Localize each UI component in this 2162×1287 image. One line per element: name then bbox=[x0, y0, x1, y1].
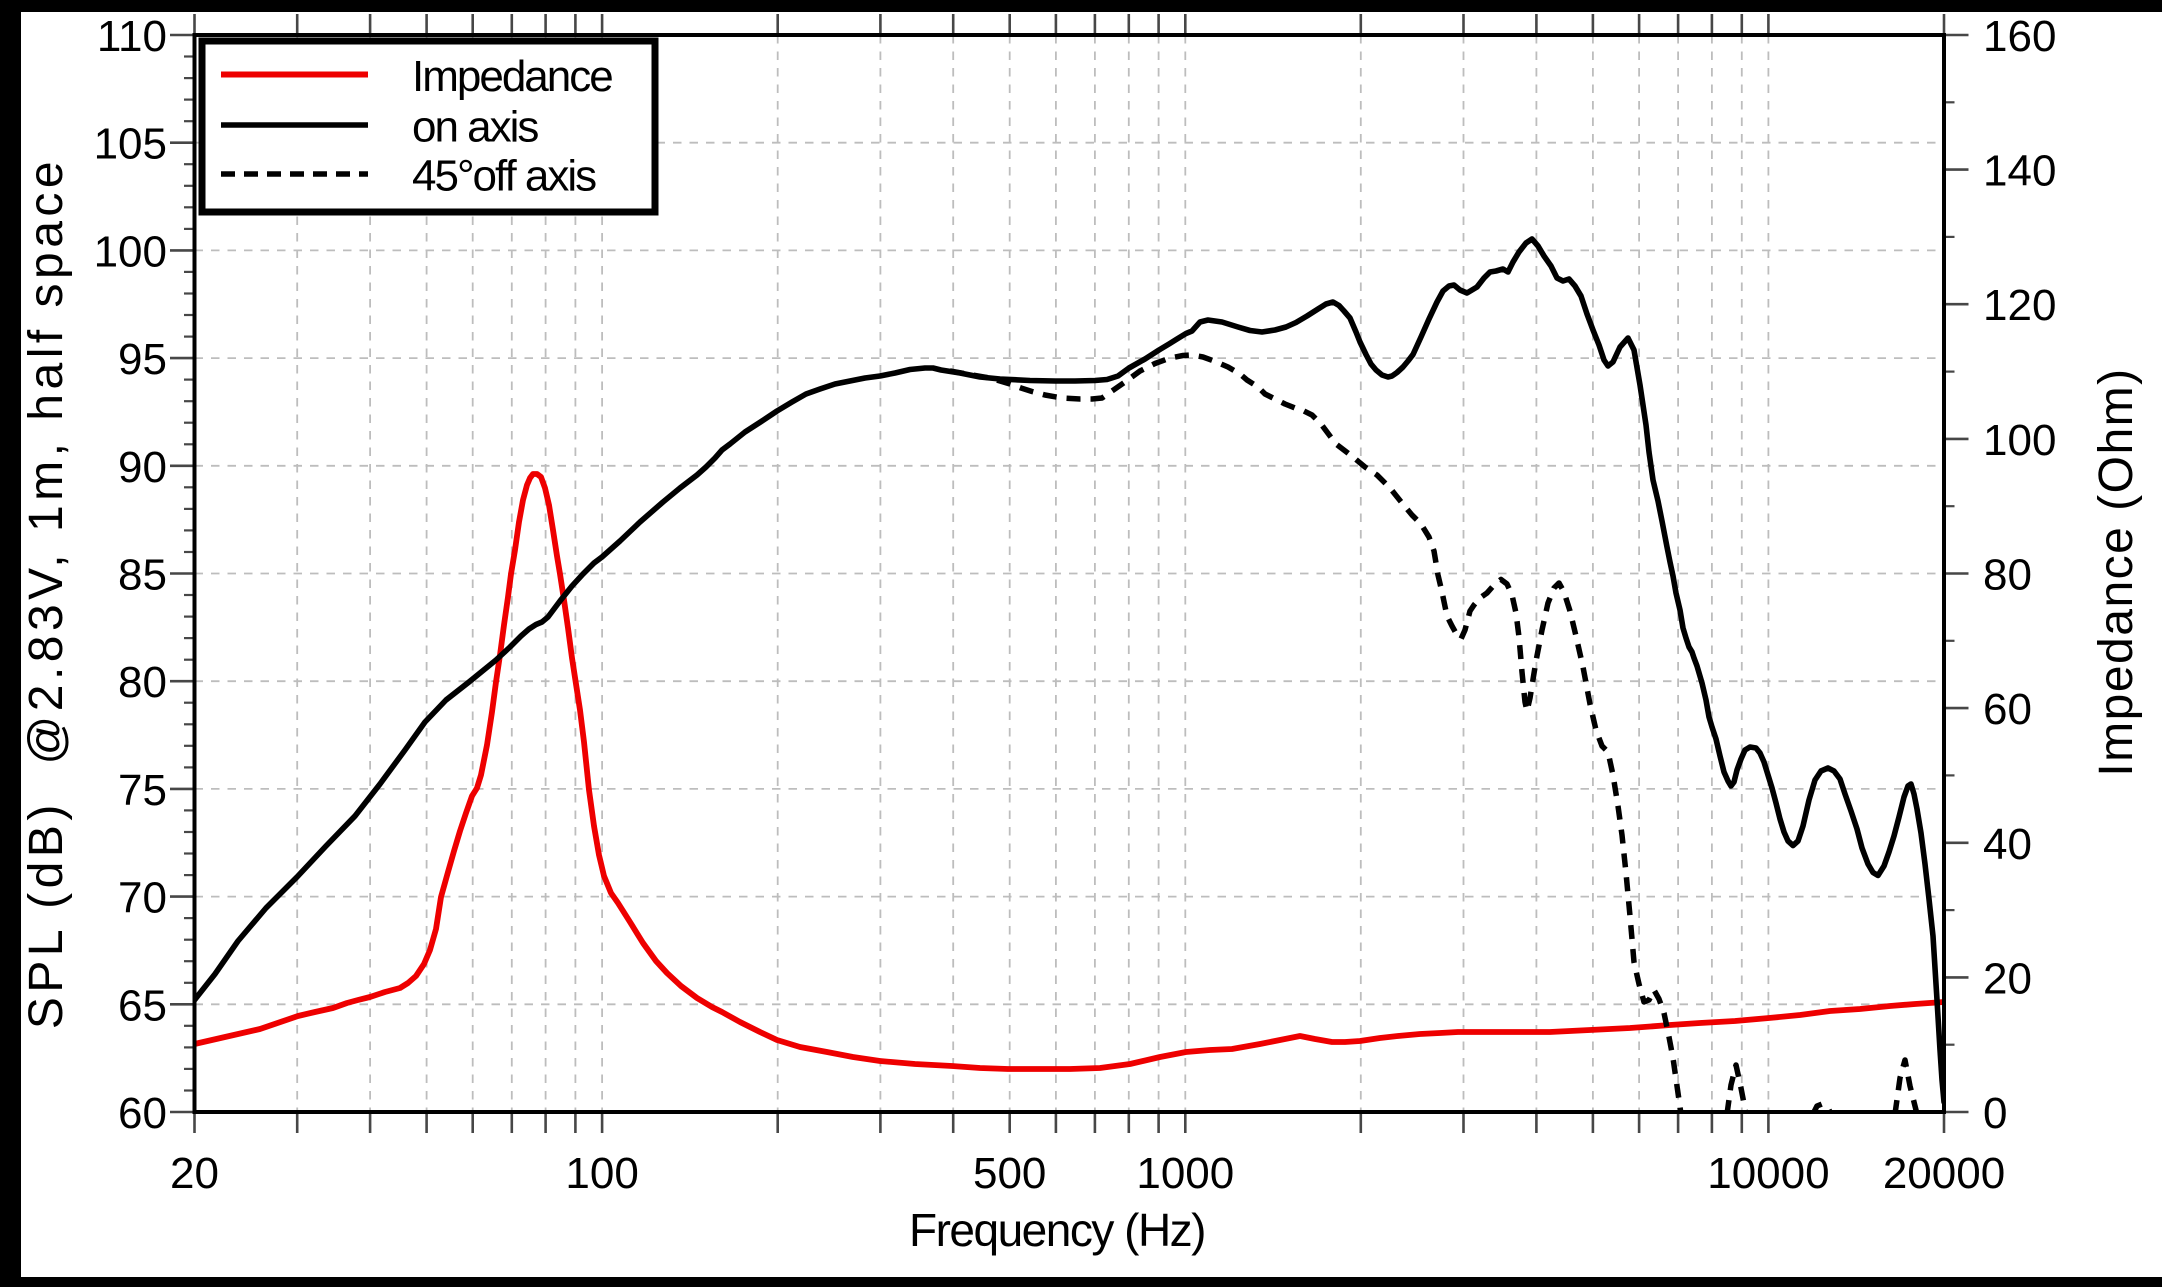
svg-text:Impedance (Ohm): Impedance (Ohm) bbox=[2090, 367, 2143, 776]
svg-text:100: 100 bbox=[565, 1149, 638, 1198]
svg-text:1000: 1000 bbox=[1136, 1149, 1234, 1198]
svg-text:105: 105 bbox=[94, 120, 167, 169]
svg-text:75: 75 bbox=[118, 766, 167, 815]
svg-text:60: 60 bbox=[1983, 685, 2032, 734]
svg-text:10000: 10000 bbox=[1707, 1149, 1829, 1198]
svg-text:45°off axis: 45°off axis bbox=[412, 152, 596, 201]
svg-text:20000: 20000 bbox=[1883, 1149, 2005, 1198]
svg-text:100: 100 bbox=[94, 227, 167, 276]
svg-text:95: 95 bbox=[118, 335, 167, 384]
svg-text:160: 160 bbox=[1983, 12, 2056, 61]
svg-text:100: 100 bbox=[1983, 416, 2056, 465]
svg-text:70: 70 bbox=[118, 874, 167, 923]
svg-text:60: 60 bbox=[118, 1089, 167, 1138]
svg-text:SPL (dB) @2.83V, 1m, half spa: SPL (dB) @2.83V, 1m, half space bbox=[20, 157, 73, 1029]
svg-text:80: 80 bbox=[118, 658, 167, 707]
svg-text:90: 90 bbox=[118, 443, 167, 492]
svg-text:140: 140 bbox=[1983, 147, 2056, 196]
svg-text:500: 500 bbox=[973, 1149, 1046, 1198]
svg-text:0: 0 bbox=[1983, 1089, 2007, 1138]
svg-text:110: 110 bbox=[97, 12, 167, 61]
svg-text:120: 120 bbox=[1983, 281, 2056, 330]
svg-text:85: 85 bbox=[118, 551, 167, 600]
svg-text:65: 65 bbox=[118, 981, 167, 1030]
svg-text:Frequency (Hz): Frequency (Hz) bbox=[909, 1204, 1205, 1256]
svg-text:on axis: on axis bbox=[412, 103, 538, 152]
svg-text:40: 40 bbox=[1983, 820, 2032, 869]
svg-text:20: 20 bbox=[1983, 954, 2032, 1003]
svg-text:80: 80 bbox=[1983, 551, 2032, 600]
svg-text:20: 20 bbox=[170, 1149, 219, 1198]
svg-text:Impedance: Impedance bbox=[412, 52, 612, 101]
